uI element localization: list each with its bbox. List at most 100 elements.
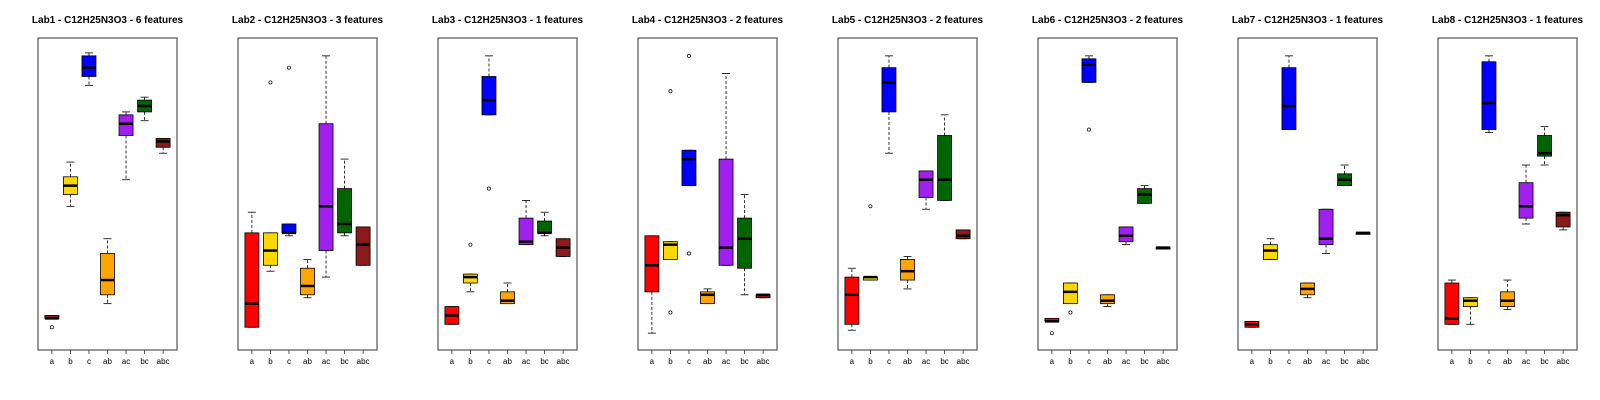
iqr-box-ac bbox=[318, 123, 334, 251]
box-b bbox=[863, 204, 878, 281]
box-ab bbox=[700, 288, 715, 305]
iqr-box-ab bbox=[900, 258, 915, 281]
x-tick-label-ac: ac bbox=[1322, 357, 1330, 366]
x-tick-label-a: a bbox=[450, 357, 455, 366]
box-ab bbox=[1100, 294, 1115, 308]
x-tick-label-bc: bc bbox=[340, 357, 348, 366]
box-c bbox=[81, 52, 97, 86]
outlier-point-c-0 bbox=[1087, 127, 1091, 132]
x-tick-label-bc: bc bbox=[1540, 357, 1548, 366]
x-tick-label-ac: ac bbox=[1122, 357, 1130, 366]
panel-title: Lab5 - C12H25N3O3 - 2 features bbox=[832, 15, 984, 26]
outlier-point-b-0 bbox=[668, 89, 673, 94]
box-b bbox=[463, 242, 478, 293]
x-tick-label-abc: abc bbox=[957, 357, 970, 366]
x-tick-label-abc: abc bbox=[357, 357, 370, 366]
x-tick-label-b: b bbox=[468, 357, 473, 366]
iqr-box-ab bbox=[100, 253, 115, 296]
panel-title: Lab7 - C12H25N3O3 - 1 features bbox=[1232, 15, 1384, 26]
box-c bbox=[281, 65, 297, 237]
box-ac bbox=[718, 73, 734, 266]
box-a bbox=[1444, 279, 1460, 325]
x-tick-label-c: c bbox=[287, 357, 291, 366]
outlier-point-b-0 bbox=[268, 80, 273, 85]
box-bc bbox=[1537, 126, 1552, 166]
box-ac bbox=[318, 55, 334, 278]
iqr-box-abc bbox=[955, 229, 971, 240]
outlier-point-b-1 bbox=[668, 310, 673, 315]
box-a bbox=[644, 235, 660, 334]
x-tick-label-c: c bbox=[487, 357, 491, 366]
box-b bbox=[1463, 297, 1478, 325]
iqr-box-bc bbox=[737, 217, 752, 269]
x-tick-label-a: a bbox=[250, 357, 255, 366]
x-tick-label-c: c bbox=[87, 357, 91, 366]
x-tick-label-b: b bbox=[1268, 357, 1273, 366]
x-tick-label-a: a bbox=[1450, 357, 1455, 366]
panel-title: Lab2 - C12H25N3O3 - 3 features bbox=[232, 15, 384, 26]
iqr-box-a bbox=[844, 276, 860, 325]
x-tick-label-a: a bbox=[1250, 357, 1255, 366]
box-bc bbox=[1137, 185, 1152, 204]
outlier-point-c-0 bbox=[287, 65, 291, 70]
iqr-box-b bbox=[1263, 244, 1278, 260]
iqr-box-ac bbox=[1518, 182, 1534, 219]
iqr-box-c bbox=[1481, 61, 1497, 130]
iqr-box-ac bbox=[718, 158, 734, 266]
iqr-box-ac bbox=[1118, 226, 1134, 243]
outlier-point-b-0 bbox=[1068, 310, 1073, 315]
box-a bbox=[444, 306, 460, 325]
plot-frame bbox=[37, 37, 178, 351]
iqr-box-c bbox=[81, 55, 97, 77]
iqr-box-a bbox=[244, 232, 260, 328]
iqr-box-c bbox=[1281, 67, 1297, 131]
box-ac bbox=[1518, 164, 1534, 225]
iqr-box-ac bbox=[518, 217, 534, 246]
iqr-box-ab bbox=[500, 291, 515, 305]
plot-frame bbox=[1237, 37, 1378, 351]
x-tick-label-c: c bbox=[1087, 357, 1091, 366]
box-a bbox=[1044, 317, 1060, 336]
box-b bbox=[1263, 238, 1278, 260]
x-tick-label-ab: ab bbox=[1103, 357, 1112, 366]
x-tick-label-c: c bbox=[1487, 357, 1491, 366]
box-abc bbox=[755, 293, 771, 299]
x-tick-label-ab: ab bbox=[503, 357, 512, 366]
box-ac bbox=[118, 111, 134, 181]
box-bc bbox=[337, 158, 352, 237]
box-ab bbox=[900, 256, 915, 290]
x-tick-label-abc: abc bbox=[757, 357, 770, 366]
iqr-box-c bbox=[281, 223, 297, 234]
box-a bbox=[244, 211, 260, 328]
panel-title: Lab3 - C12H25N3O3 - 1 features bbox=[432, 15, 584, 26]
x-tick-label-abc: abc bbox=[1157, 357, 1170, 366]
outlier-point-c-0 bbox=[487, 186, 491, 191]
iqr-box-ab bbox=[1100, 294, 1115, 305]
x-tick-label-bc: bc bbox=[940, 357, 948, 366]
x-tick-label-b: b bbox=[868, 357, 873, 366]
iqr-box-abc bbox=[355, 226, 371, 266]
box-ab bbox=[100, 238, 115, 305]
iqr-box-b bbox=[263, 232, 278, 266]
x-tick-label-ab: ab bbox=[703, 357, 712, 366]
x-tick-label-ac: ac bbox=[722, 357, 730, 366]
x-tick-label-a: a bbox=[650, 357, 655, 366]
box-c bbox=[481, 55, 497, 191]
x-tick-label-c: c bbox=[1287, 357, 1291, 366]
outlier-point-a-0 bbox=[1049, 331, 1054, 336]
box-ac bbox=[918, 170, 934, 210]
box-bc bbox=[1337, 164, 1352, 187]
box-abc bbox=[1155, 246, 1171, 250]
box-b bbox=[263, 80, 278, 272]
x-tick-label-a: a bbox=[50, 357, 55, 366]
x-tick-label-ab: ab bbox=[903, 357, 912, 366]
x-tick-label-b: b bbox=[1468, 357, 1473, 366]
iqr-box-c bbox=[681, 149, 697, 187]
iqr-box-bc bbox=[1137, 188, 1152, 204]
x-tick-label-ac: ac bbox=[122, 357, 130, 366]
